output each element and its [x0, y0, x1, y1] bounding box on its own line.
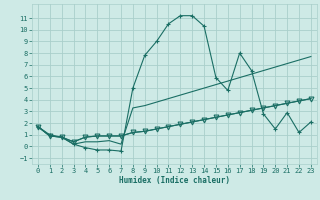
X-axis label: Humidex (Indice chaleur): Humidex (Indice chaleur): [119, 176, 230, 185]
